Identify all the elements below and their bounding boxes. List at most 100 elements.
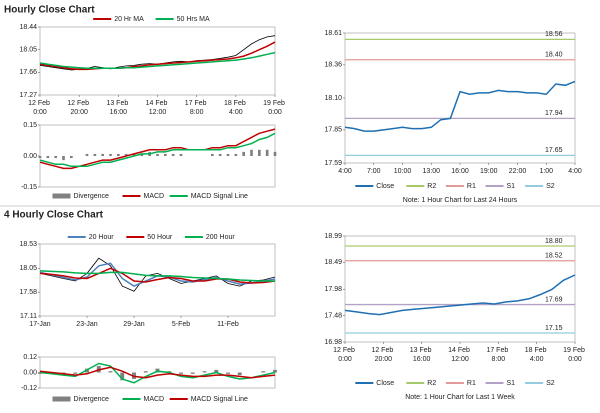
- divergence-bar: [237, 372, 242, 376]
- y-tick-label: 18.10: [324, 95, 342, 102]
- divergence-bar: [117, 153, 120, 156]
- divergence-bar: [132, 153, 136, 156]
- legend-label: S2: [546, 183, 555, 190]
- y-tick-label: 18.44: [19, 24, 37, 31]
- x-tick-label: 18 Feb 4:00: [525, 347, 549, 363]
- series-line: [39, 267, 276, 284]
- legend-item: 20 Hr MA: [93, 16, 144, 23]
- x-tick-label: 17 Feb 8:00: [486, 347, 510, 363]
- level-label: 17.15: [545, 325, 563, 332]
- level-label: 18.40: [545, 52, 563, 59]
- legend-label: R2: [427, 183, 436, 190]
- legend-label: S1: [507, 380, 516, 387]
- divergence-bar: [273, 151, 277, 156]
- y-tick-label: 18.36: [324, 62, 342, 69]
- x-tick-label: 12 Feb 0:00: [28, 100, 52, 116]
- divergence-bar: [226, 372, 230, 374]
- divergence-bar: [273, 369, 277, 373]
- y-tick-label: 17.85: [324, 127, 342, 134]
- legend-label: R1: [467, 380, 476, 387]
- divergence-bar: [211, 153, 214, 156]
- divergence-bar: [171, 153, 175, 156]
- legend-item: R1: [445, 380, 476, 387]
- legend-label: MACD Signal Line: [191, 193, 248, 200]
- x-tick-label: 17-Jan: [29, 321, 51, 328]
- y-tick-label: 18.53: [19, 241, 37, 248]
- divergence-bar: [70, 156, 73, 159]
- x-tick-label: 4:00: [568, 168, 582, 175]
- divergence-bar: [179, 153, 183, 156]
- legend-item: S2: [525, 183, 555, 190]
- legend-item: MACD: [122, 193, 165, 200]
- y-tick-label: 18.05: [19, 265, 37, 272]
- legend-item: 20 Hour: [67, 234, 115, 241]
- x-tick-label: 12 Feb 20:00: [371, 347, 395, 363]
- y-tick-label: 18.05: [19, 47, 37, 54]
- y-tick-label: -0.15: [21, 184, 37, 191]
- x-tick-label: 10:00: [394, 168, 412, 175]
- legend-item: R1: [445, 183, 476, 190]
- series-line: [39, 41, 276, 71]
- divergence-bar: [109, 153, 112, 156]
- divergence-bar: [101, 153, 104, 156]
- x-tick-label: 16:00: [451, 168, 469, 175]
- section-title: Hourly Close Chart: [4, 5, 95, 16]
- x-tick-label: 7:00: [367, 168, 381, 175]
- series-line: [39, 51, 276, 70]
- y-tick-label: 17.11: [20, 313, 37, 320]
- y-tick-label: 0.12: [23, 354, 37, 361]
- divergence-bar: [242, 151, 245, 156]
- legend-item: 50 Hrs MA: [155, 16, 210, 23]
- legend-item: S2: [525, 380, 555, 387]
- divergence-bar: [124, 153, 128, 156]
- divergence-bar: [214, 369, 219, 373]
- y-tick-label: 18.49: [324, 259, 342, 266]
- divergence-bar: [226, 153, 230, 156]
- legend-item: Divergence: [52, 193, 110, 200]
- divergence-bar: [46, 156, 50, 159]
- y-tick-label: 17.58: [19, 289, 37, 296]
- x-tick-label: 23-Jan: [76, 321, 98, 328]
- divergence-bar: [164, 153, 167, 156]
- plot-frame: [39, 26, 276, 96]
- level-label: 18.52: [545, 253, 563, 260]
- legend-label: R1: [467, 183, 476, 190]
- legend-label: 20 Hour: [89, 234, 115, 241]
- divergence-bar: [120, 372, 125, 381]
- x-tick-label: 4:00: [338, 168, 352, 175]
- x-tick-label: 18 Feb 4:00: [224, 100, 248, 116]
- x-tick-label: 19:00: [480, 168, 498, 175]
- level-label: 18.80: [545, 238, 563, 245]
- x-tick-label: 13 Feb 16:00: [106, 100, 130, 116]
- legend-label: S1: [507, 183, 516, 190]
- legend-item: S1: [485, 380, 516, 387]
- legend-item: R2: [406, 380, 436, 387]
- x-tick-label: 12 Feb 0:00: [333, 347, 357, 363]
- y-tick-label: 17.66: [19, 69, 37, 76]
- x-tick-label: 29-Jan: [123, 321, 145, 328]
- legend-label: Divergence: [74, 193, 110, 200]
- x-tick-label: 12 Feb 20:00: [67, 100, 91, 116]
- plot-frame: [344, 32, 576, 164]
- level-label: 17.65: [545, 147, 563, 154]
- divergence-bar: [62, 156, 65, 161]
- legend-label: 20 Hr MA: [114, 16, 144, 23]
- x-tick-label: 1:00: [539, 168, 553, 175]
- y-tick-label: -0.12: [21, 385, 37, 392]
- divergence-bar: [156, 153, 159, 156]
- y-tick-label: 0.15: [23, 122, 37, 129]
- x-tick-label: 19 Feb 0:00: [263, 100, 287, 116]
- plot-frame: [39, 243, 276, 317]
- divergence-bar: [202, 371, 207, 373]
- divergence-bar: [258, 149, 261, 156]
- x-tick-label: 14 Feb 12:00: [448, 347, 472, 363]
- x-tick-label: 5-Feb: [172, 321, 190, 328]
- x-tick-label: 19 Feb 0:00: [563, 347, 587, 363]
- legend-item: 50 Hour: [126, 234, 173, 241]
- legend-label: MACD Signal Line: [191, 396, 248, 403]
- divergence-bar: [218, 153, 222, 156]
- divergence-bar: [54, 156, 57, 159]
- legend-label: MACD: [144, 193, 165, 200]
- legend-swatch: [52, 396, 71, 402]
- divergence-bar: [179, 372, 183, 374]
